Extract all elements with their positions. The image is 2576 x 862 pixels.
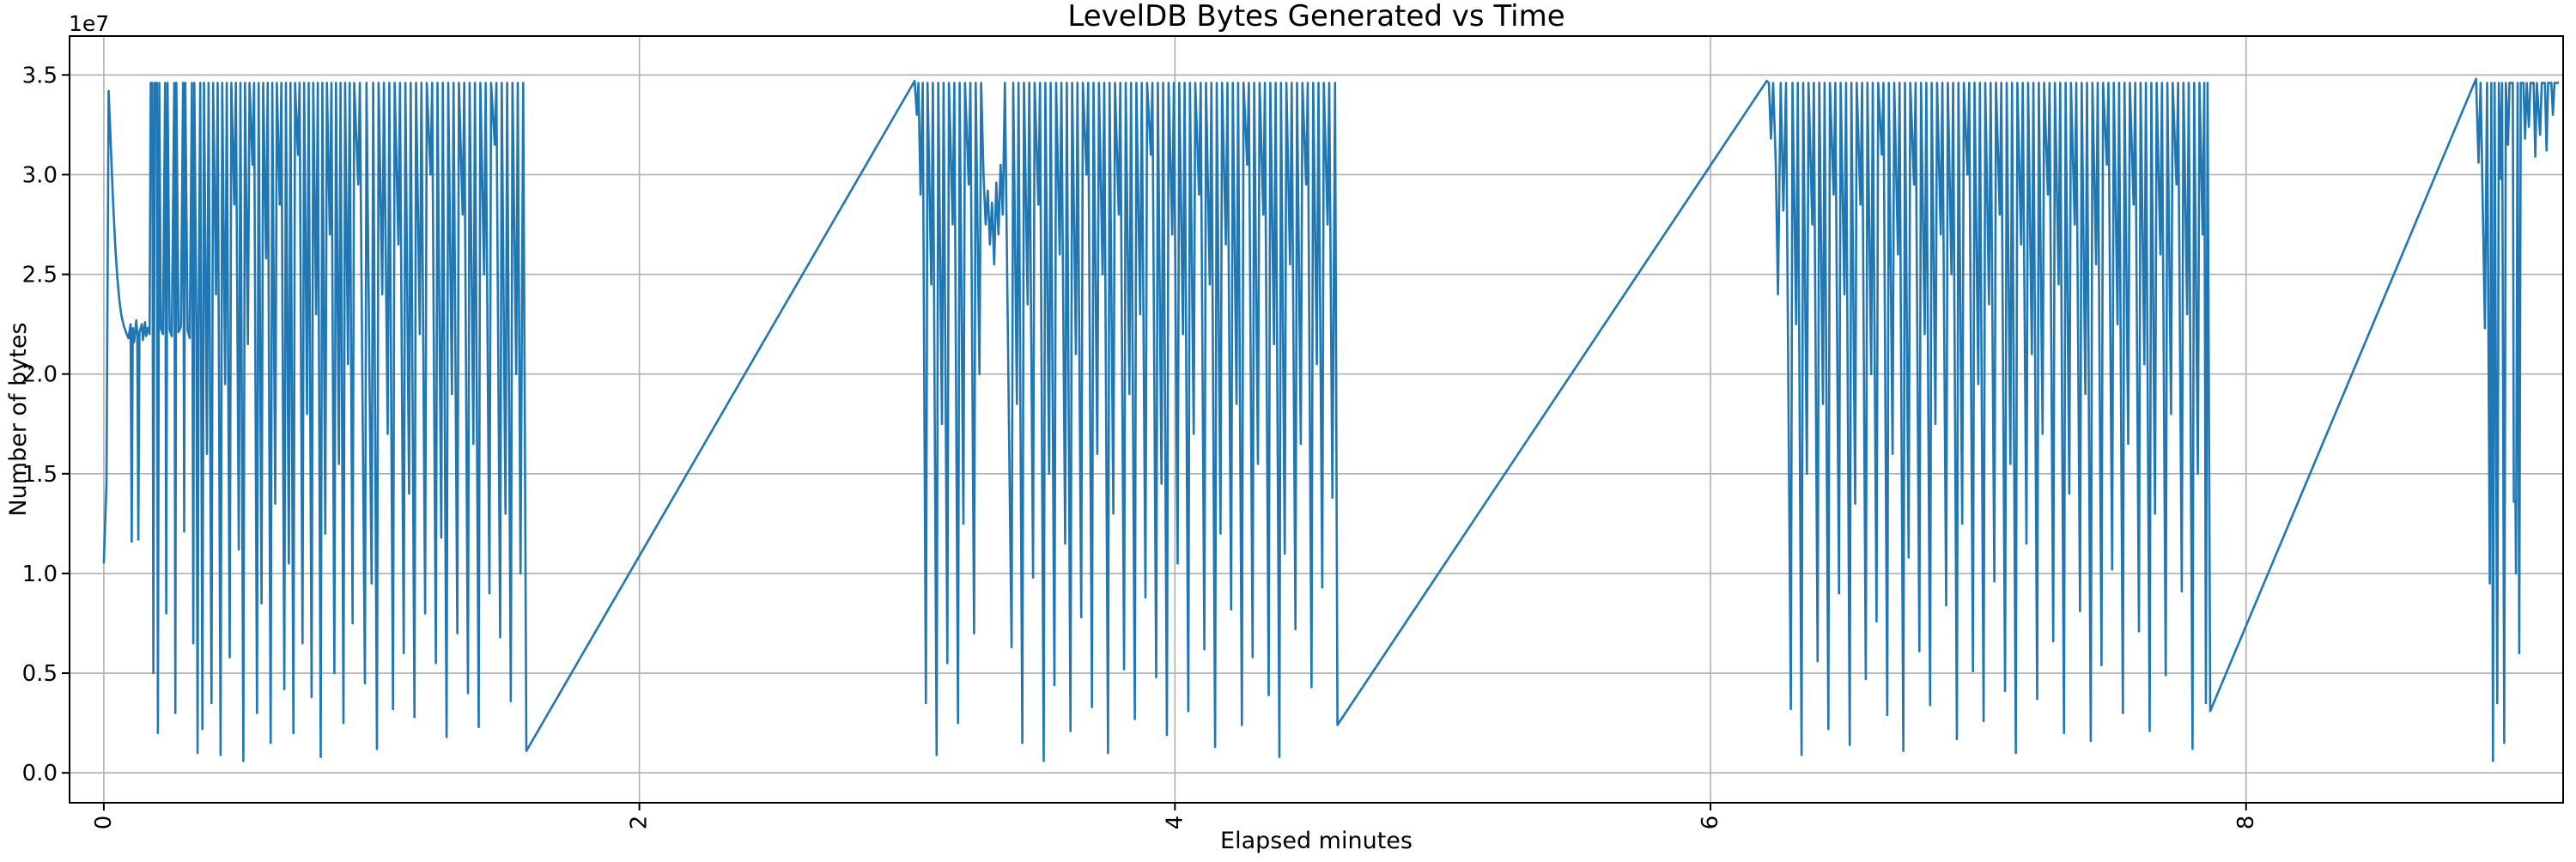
y-tick-label: 2.0 bbox=[22, 362, 58, 388]
x-tick-label: 4 bbox=[1162, 816, 1188, 830]
y-tick-label: 0.5 bbox=[22, 661, 58, 687]
x-tick-labels: 0 2 4 6 8 bbox=[91, 816, 2259, 830]
x-axis-label: Elapsed minutes bbox=[1220, 828, 1413, 854]
x-tick-label: 8 bbox=[2233, 816, 2259, 830]
y-tick-labels: 0.0 0.5 1.0 1.5 2.0 2.5 3.0 3.5 bbox=[22, 63, 58, 786]
y-tick-label: 3.5 bbox=[22, 63, 58, 88]
tick-marks bbox=[62, 74, 2247, 810]
plot-border bbox=[69, 35, 2564, 804]
y-tick-label: 0.0 bbox=[22, 761, 58, 786]
data-line bbox=[102, 77, 2559, 762]
y-axis-offset-text: 1e7 bbox=[69, 11, 109, 36]
y-tick-label: 2.5 bbox=[22, 263, 58, 288]
chart-title: LevelDB Bytes Generated vs Time bbox=[1067, 0, 1564, 33]
y-tick-label: 1.5 bbox=[22, 462, 58, 488]
y-tick-label: 1.0 bbox=[22, 562, 58, 587]
x-tick-label: 0 bbox=[91, 816, 117, 830]
y-axis-label: Number of bytes bbox=[5, 322, 32, 516]
data-series bbox=[102, 77, 2559, 762]
x-tick-label: 2 bbox=[627, 816, 653, 830]
y-tick-label: 3.0 bbox=[22, 162, 58, 188]
x-tick-label: 6 bbox=[1698, 816, 1723, 830]
